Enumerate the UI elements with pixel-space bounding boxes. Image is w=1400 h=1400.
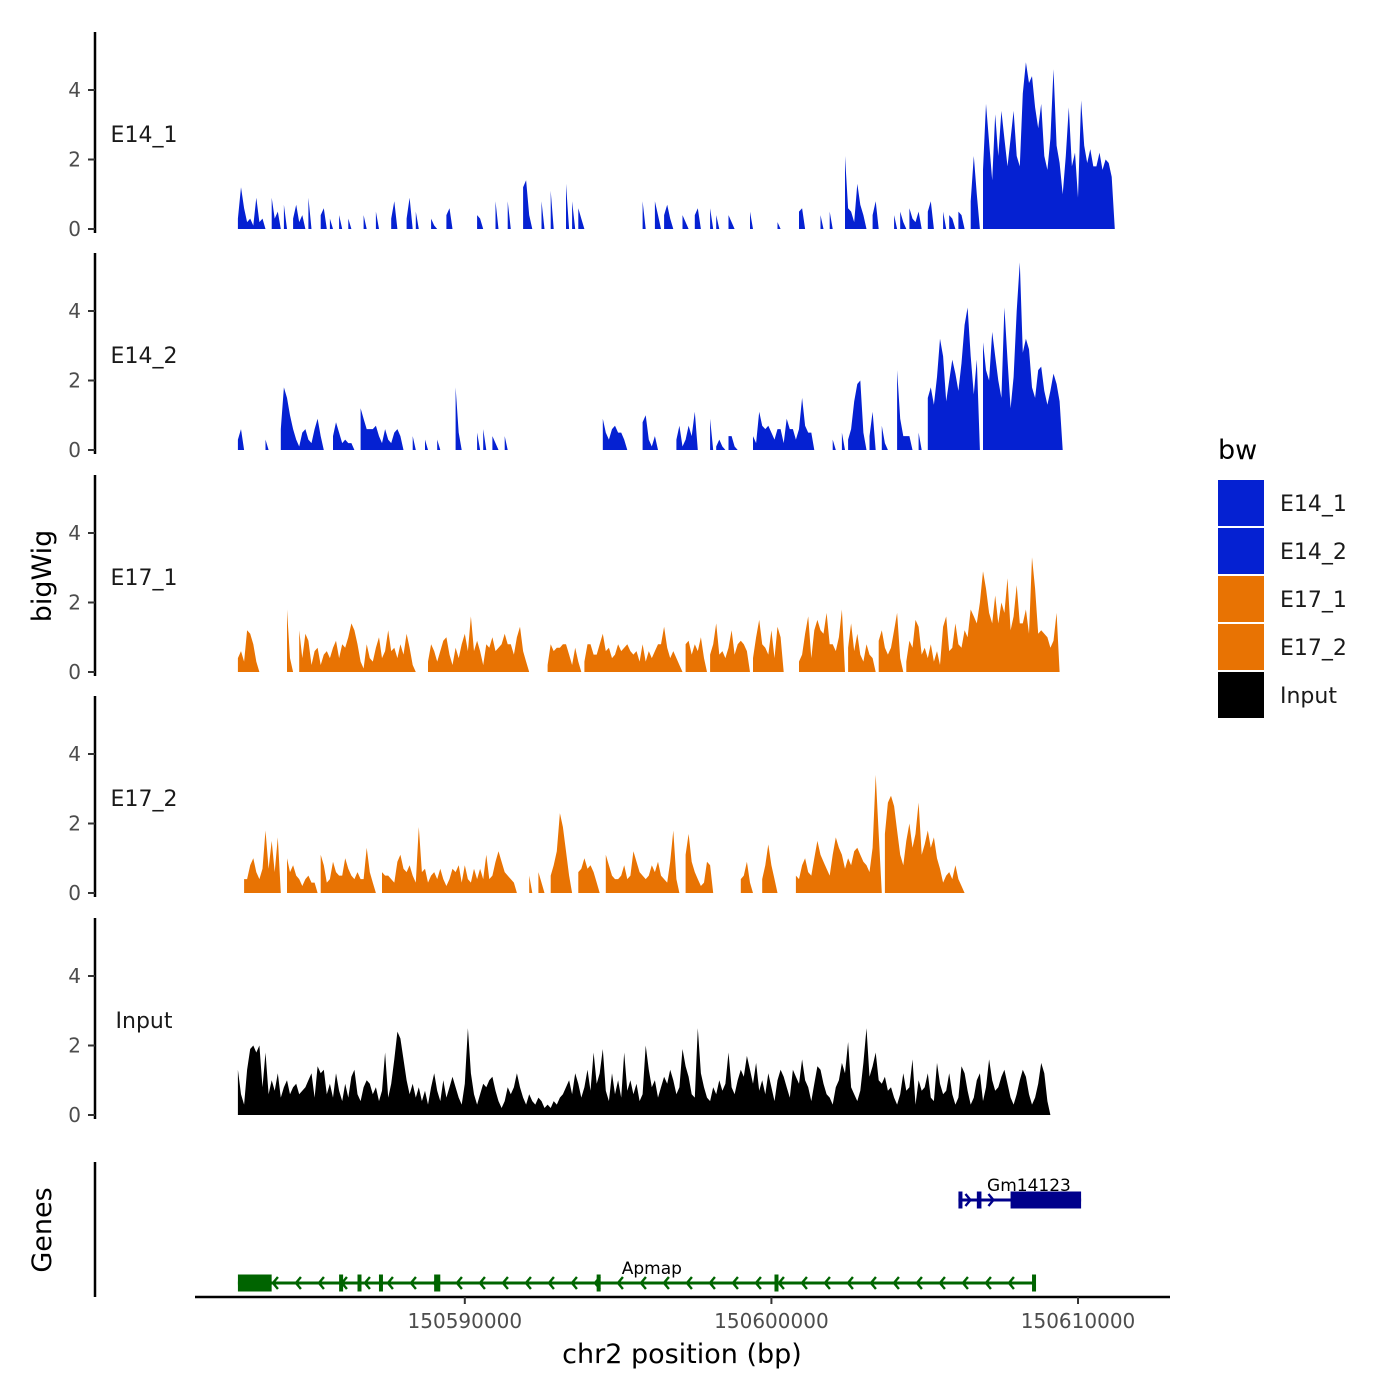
bigwig-tracks: 0 2 4 E14_1 0 2 4 E14_2 0 2 4 E17_1 0 2 4 E17_2 0 2 4 Input xyxy=(68,32,1115,1127)
legend-label: E14_2 xyxy=(1280,540,1347,565)
exon xyxy=(1010,1191,1082,1209)
track-E17_2: 0 2 4 E17_2 xyxy=(68,696,965,905)
gene-label: Apmap xyxy=(622,1259,682,1279)
track-label: E17_2 xyxy=(111,787,178,812)
exon xyxy=(378,1274,383,1292)
strand-arrow xyxy=(570,1276,578,1290)
legend-swatch-E14_1 xyxy=(1218,480,1264,526)
area-series-E14_2 xyxy=(237,262,1063,450)
y-tick-label: 0 xyxy=(68,881,81,905)
area-series-E14_1 xyxy=(237,62,1115,230)
strand-arrow xyxy=(1007,1276,1015,1290)
exon xyxy=(357,1274,362,1292)
area-series-Input xyxy=(237,1028,1051,1115)
strand-arrow xyxy=(478,1276,486,1290)
legend: bw E14_1 E14_2 E17_1 E17_2 Input xyxy=(1218,435,1347,718)
y-tick-label: 4 xyxy=(68,78,81,102)
x-tick-label: 150590000 xyxy=(408,1309,523,1333)
strand-arrow xyxy=(317,1276,325,1290)
y-tick-label: 2 xyxy=(68,591,81,615)
strand-arrow xyxy=(938,1276,946,1290)
strand-arrow xyxy=(777,1276,785,1290)
y-tick-label: 4 xyxy=(68,299,81,323)
strand-arrow xyxy=(708,1276,716,1290)
gene-Gm14123: Gm14123 xyxy=(958,1176,1082,1209)
x-tick-label: 150600000 xyxy=(714,1309,829,1333)
area-series-E17_1 xyxy=(237,557,1060,672)
strand-arrow xyxy=(501,1276,509,1290)
legend-label: E14_1 xyxy=(1280,492,1347,517)
area-series-E17_2 xyxy=(244,774,965,893)
strand-arrow xyxy=(823,1276,831,1290)
track-E17_1: 0 2 4 E17_1 xyxy=(68,475,1060,684)
strand-arrow xyxy=(892,1276,900,1290)
track-label: E17_1 xyxy=(111,566,178,591)
y-tick-label: 2 xyxy=(68,812,81,836)
track-E14_2: 0 2 4 E14_2 xyxy=(68,253,1063,462)
genes-panel: Gm14123 Apmap xyxy=(93,1162,1082,1297)
track-E14_1: 0 2 4 E14_1 xyxy=(68,32,1115,241)
legend-label: E17_1 xyxy=(1280,588,1347,613)
track-Input: 0 2 4 Input xyxy=(68,918,1051,1127)
track-label: Input xyxy=(116,1009,173,1034)
legend-title: bw xyxy=(1218,435,1257,466)
strand-arrow xyxy=(754,1276,762,1290)
genes-axis-title: Genes xyxy=(27,1187,58,1272)
y-tick-label: 2 xyxy=(68,148,81,172)
x-axis: 150590000 150600000 150610000 xyxy=(195,1295,1170,1333)
legend-swatch-Input xyxy=(1218,672,1264,718)
strand-arrow xyxy=(409,1276,417,1290)
strand-arrow xyxy=(800,1276,808,1290)
strand-arrow xyxy=(961,1276,969,1290)
y-tick-label: 4 xyxy=(68,964,81,988)
strand-arrow xyxy=(271,1276,279,1290)
y-tick-label: 0 xyxy=(68,660,81,684)
strand-arrow xyxy=(685,1276,693,1290)
legend-swatch-E14_2 xyxy=(1218,528,1264,574)
strand-arrow xyxy=(524,1276,532,1290)
y-tick-label: 2 xyxy=(68,369,81,393)
strand-arrow xyxy=(363,1276,371,1290)
strand-arrow xyxy=(455,1276,463,1290)
y-tick-label: 2 xyxy=(68,1034,81,1058)
x-axis-title: chr2 position (bp) xyxy=(562,1339,802,1370)
exon xyxy=(976,1191,982,1209)
strand-arrow xyxy=(386,1276,394,1290)
exon xyxy=(237,1274,272,1292)
strand-arrow xyxy=(987,1193,996,1207)
exon xyxy=(596,1274,601,1292)
y-tick-label: 0 xyxy=(68,217,81,241)
exon xyxy=(774,1274,779,1292)
strand-arrow xyxy=(846,1276,854,1290)
strand-arrow xyxy=(547,1276,555,1290)
strand-arrow xyxy=(984,1276,992,1290)
exon xyxy=(1032,1274,1037,1292)
gene-Apmap: Apmap xyxy=(237,1259,1037,1292)
track-label: E14_2 xyxy=(111,344,178,369)
legend-label: E17_2 xyxy=(1280,636,1347,661)
strand-arrow xyxy=(294,1276,302,1290)
y-tick-label: 0 xyxy=(68,1103,81,1127)
y-tick-label: 4 xyxy=(68,742,81,766)
legend-swatch-E17_2 xyxy=(1218,624,1264,670)
strand-arrow xyxy=(869,1276,877,1290)
x-tick-label: 150610000 xyxy=(1021,1309,1136,1333)
strand-arrow xyxy=(915,1276,923,1290)
y-tick-label: 4 xyxy=(68,521,81,545)
strand-arrow xyxy=(731,1276,739,1290)
strand-arrow xyxy=(616,1276,624,1290)
y-axis-title: bigWig xyxy=(27,530,58,623)
gene-label: Gm14123 xyxy=(987,1176,1071,1196)
exon xyxy=(339,1274,344,1292)
strand-arrow xyxy=(964,1193,973,1207)
legend-label: Input xyxy=(1280,684,1337,709)
track-label: E14_1 xyxy=(111,123,178,148)
legend-swatch-E17_1 xyxy=(1218,576,1264,622)
strand-arrow xyxy=(662,1276,670,1290)
exon xyxy=(958,1191,963,1209)
strand-arrow xyxy=(639,1276,647,1290)
exon xyxy=(434,1274,441,1292)
y-tick-label: 0 xyxy=(68,438,81,462)
